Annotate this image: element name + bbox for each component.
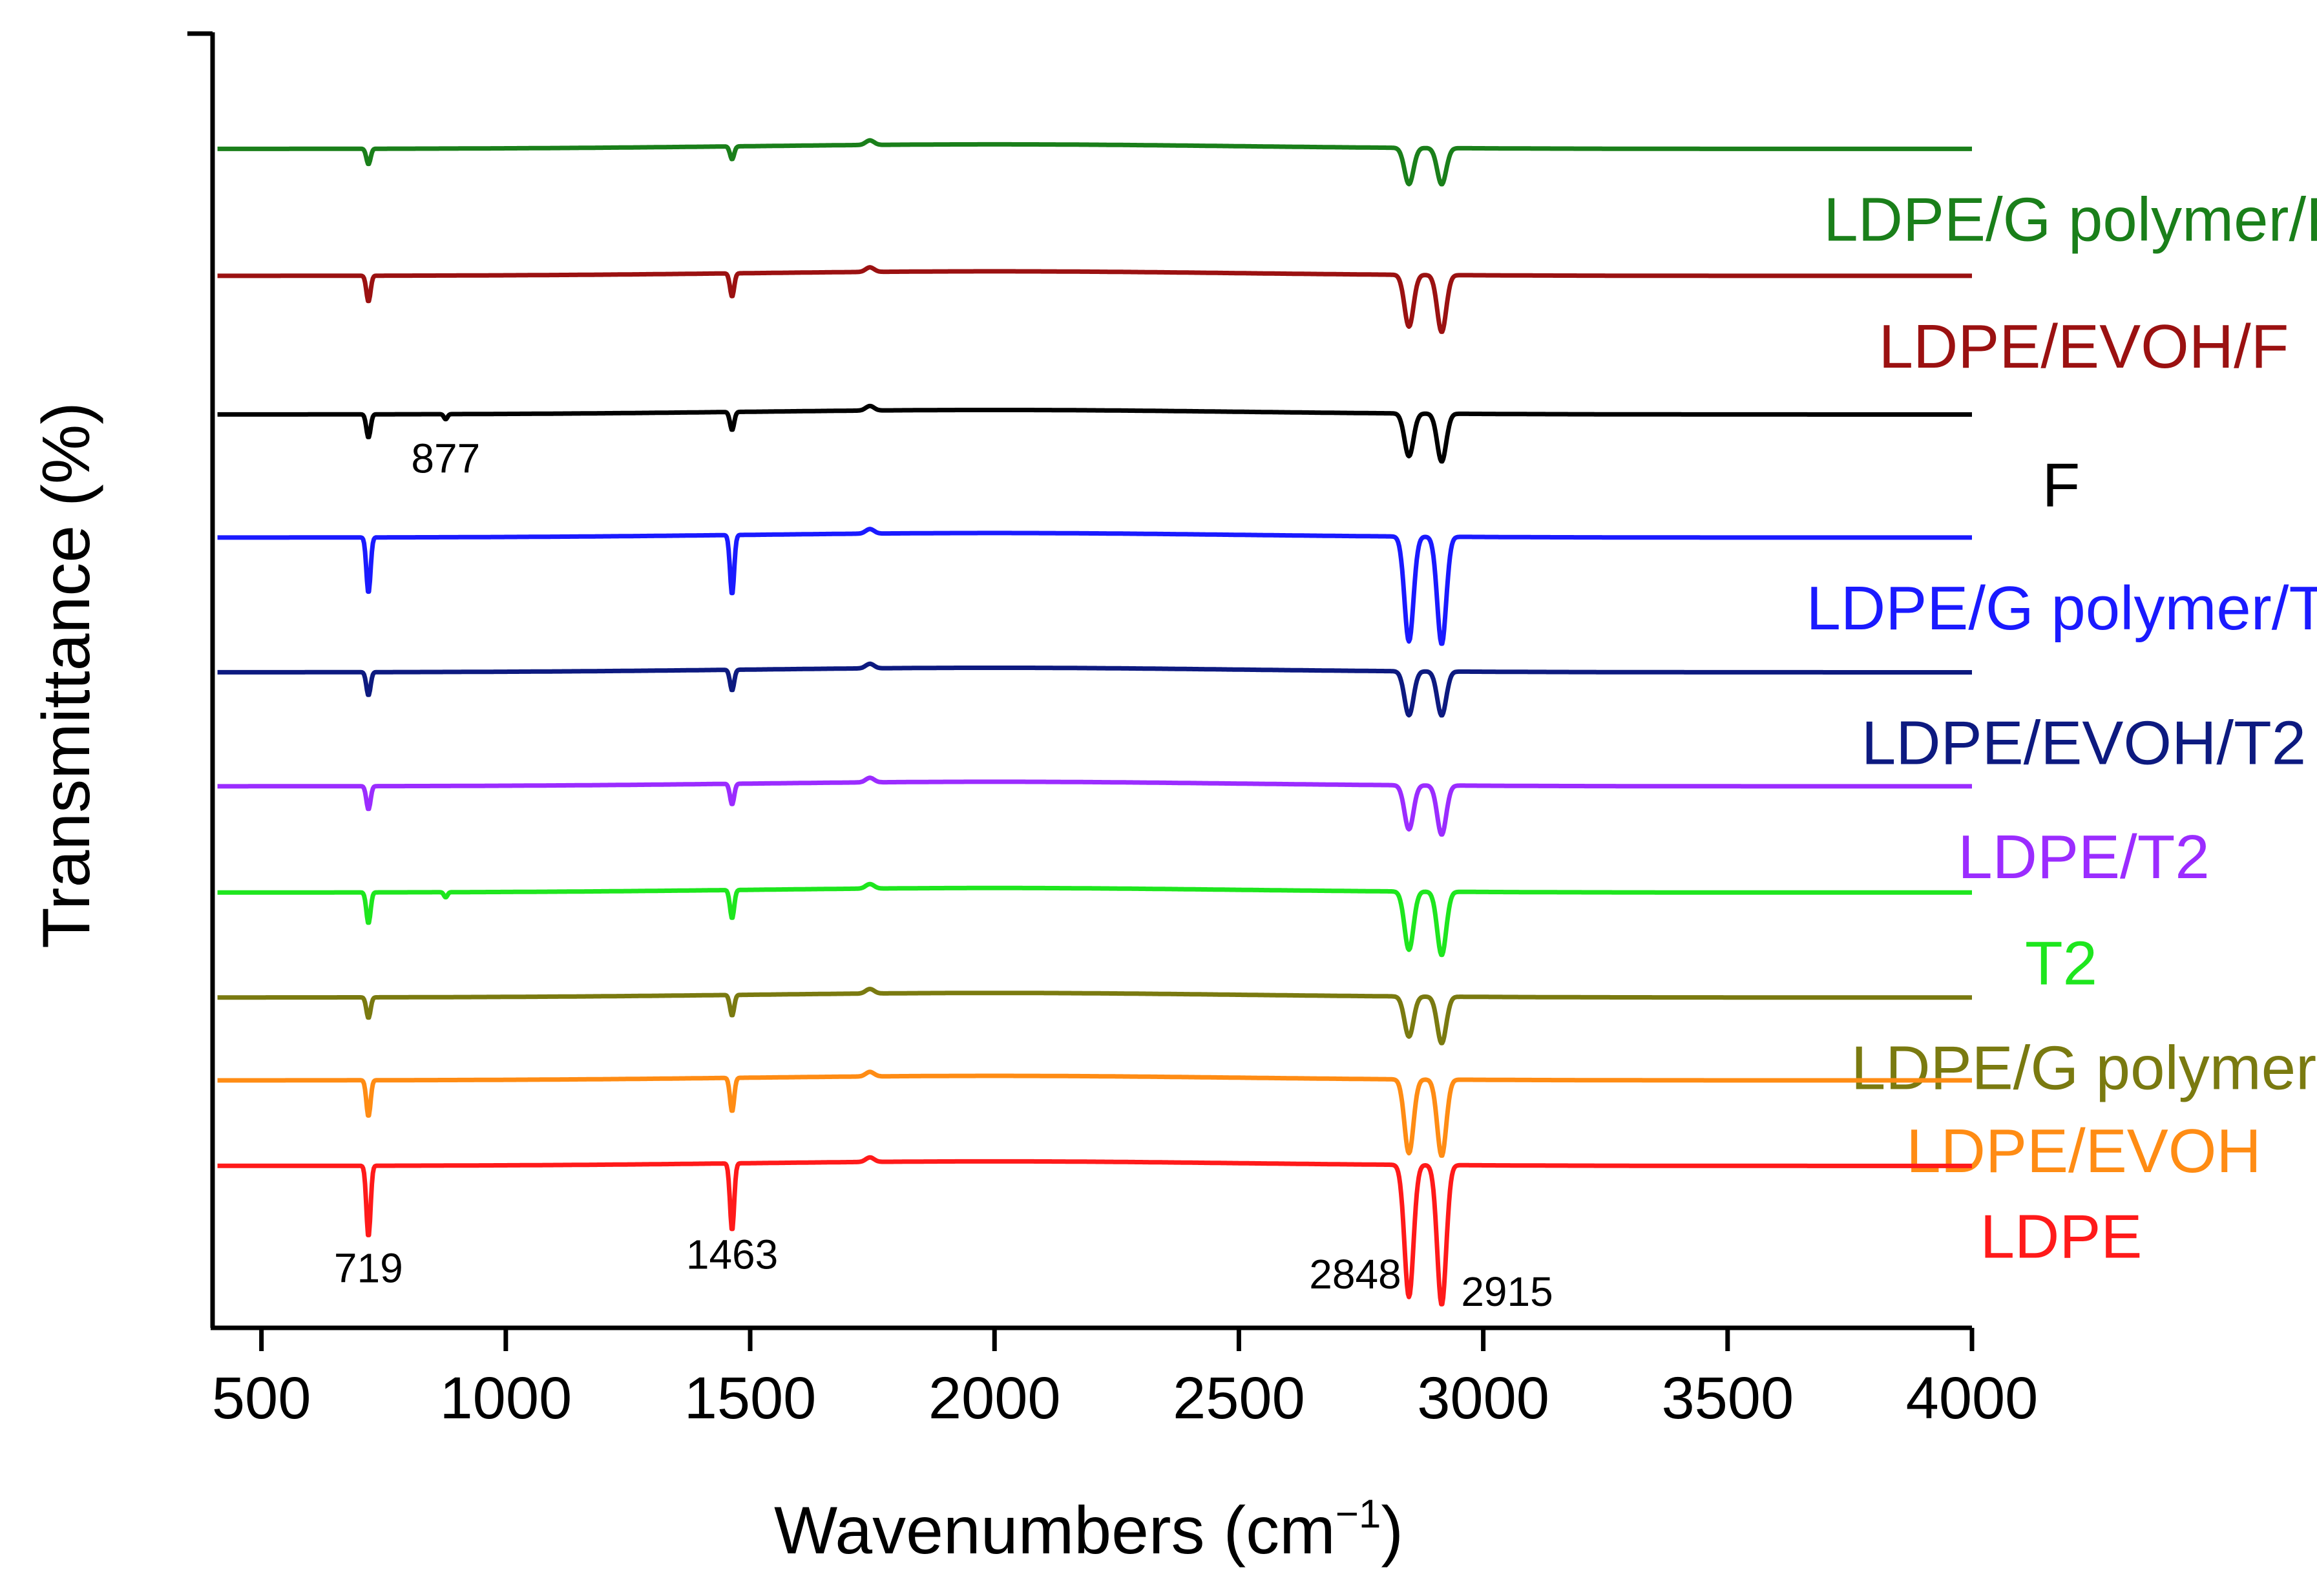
x-tick-label-3000: 3000 [1417, 1365, 1549, 1431]
series-ldpe: LDPE [216, 1155, 2143, 1307]
x-axis-title-main: Wavenumbers (cm [774, 1493, 1336, 1568]
series-ldpe-t2: LDPE/T2 [216, 775, 2210, 892]
series-label-f: F [2042, 450, 2081, 520]
series-f: F [216, 403, 2081, 520]
annotation-877: 877 [411, 435, 480, 481]
x-tick-label-2500: 2500 [1173, 1365, 1305, 1431]
series-line-ldpe-evoh-t2 [216, 661, 1973, 718]
series-label-ldpe: LDPE [1980, 1202, 2143, 1271]
series-ldpe-g-polymer-t2: LDPE/G polymer/T2 [216, 527, 2317, 646]
peak-annotations: 877 719 1463 2848 2915 [334, 435, 1553, 1314]
y-axis-title: Transmittance (%) [29, 402, 104, 949]
x-tick-label-1500: 1500 [684, 1365, 817, 1431]
series-label-ldpe-evoh-f: LDPE/EVOH/F [1879, 312, 2289, 381]
x-tick-label-500: 500 [212, 1365, 311, 1431]
series-label-ldpe-g-polymer-t2: LDPE/G polymer/T2 [1807, 574, 2317, 643]
x-tick-label-4000: 4000 [1906, 1365, 2039, 1431]
series-line-t2 [216, 881, 1973, 958]
series-line-f [216, 403, 1973, 464]
series-t2: T2 [216, 881, 2097, 998]
series-line-ldpe-g-polymer [216, 987, 1973, 1045]
series-ldpe-g-polymer: LDPE/G polymer [216, 987, 2316, 1103]
axes [187, 31, 1972, 1330]
series-line-ldpe-g-polymer-t2 [216, 527, 1973, 646]
series-label-ldpe-evoh: LDPE/EVOH [1906, 1117, 2261, 1186]
annotation-719: 719 [334, 1245, 403, 1292]
x-axis-title-suffix: ) [1381, 1493, 1403, 1568]
series-label-ldpe-t2: LDPE/T2 [1958, 823, 2209, 892]
x-axis-title: Wavenumbers (cm−1) [774, 1492, 1403, 1568]
series-ldpe-evoh: LDPE/EVOH [216, 1069, 2261, 1186]
x-tick-label-3500: 3500 [1661, 1365, 1794, 1431]
series-line-ldpe-t2 [216, 775, 1973, 837]
series-label-ldpe-g-polymer: LDPE/G polymer [1851, 1034, 2316, 1103]
annotation-1463: 1463 [686, 1232, 778, 1278]
series-ldpe-g-polymer-f: LDPE/G polymer/F [216, 138, 2317, 254]
x-ticks: 500 1000 1500 2000 2500 3000 3500 4000 [212, 1328, 2038, 1431]
series-ldpe-evoh-t2: LDPE/EVOH/T2 [216, 661, 2306, 777]
series-label-ldpe-evoh-t2: LDPE/EVOH/T2 [1861, 708, 2306, 777]
series-line-ldpe-evoh-f [216, 265, 1973, 334]
annotation-2915: 2915 [1461, 1268, 1553, 1315]
series-line-ldpe-g-polymer-f [216, 138, 1973, 187]
series-line-ldpe [216, 1155, 1973, 1307]
x-tick-label-2000: 2000 [928, 1365, 1061, 1431]
x-axis-title-superscript: −1 [1336, 1492, 1381, 1537]
annotation-2848: 2848 [1309, 1251, 1401, 1297]
series-line-ldpe-evoh [216, 1069, 1973, 1158]
series-label-ldpe-g-polymer-f: LDPE/G polymer/F [1823, 185, 2317, 254]
series-ldpe-evoh-f: LDPE/EVOH/F [216, 265, 2289, 381]
series-group: LDPE/G polymer/F LDPE/EVOH/F F LDPE/G polym… [216, 138, 2317, 1307]
x-tick-label-1000: 1000 [439, 1365, 572, 1431]
series-label-t2: T2 [2025, 929, 2097, 998]
